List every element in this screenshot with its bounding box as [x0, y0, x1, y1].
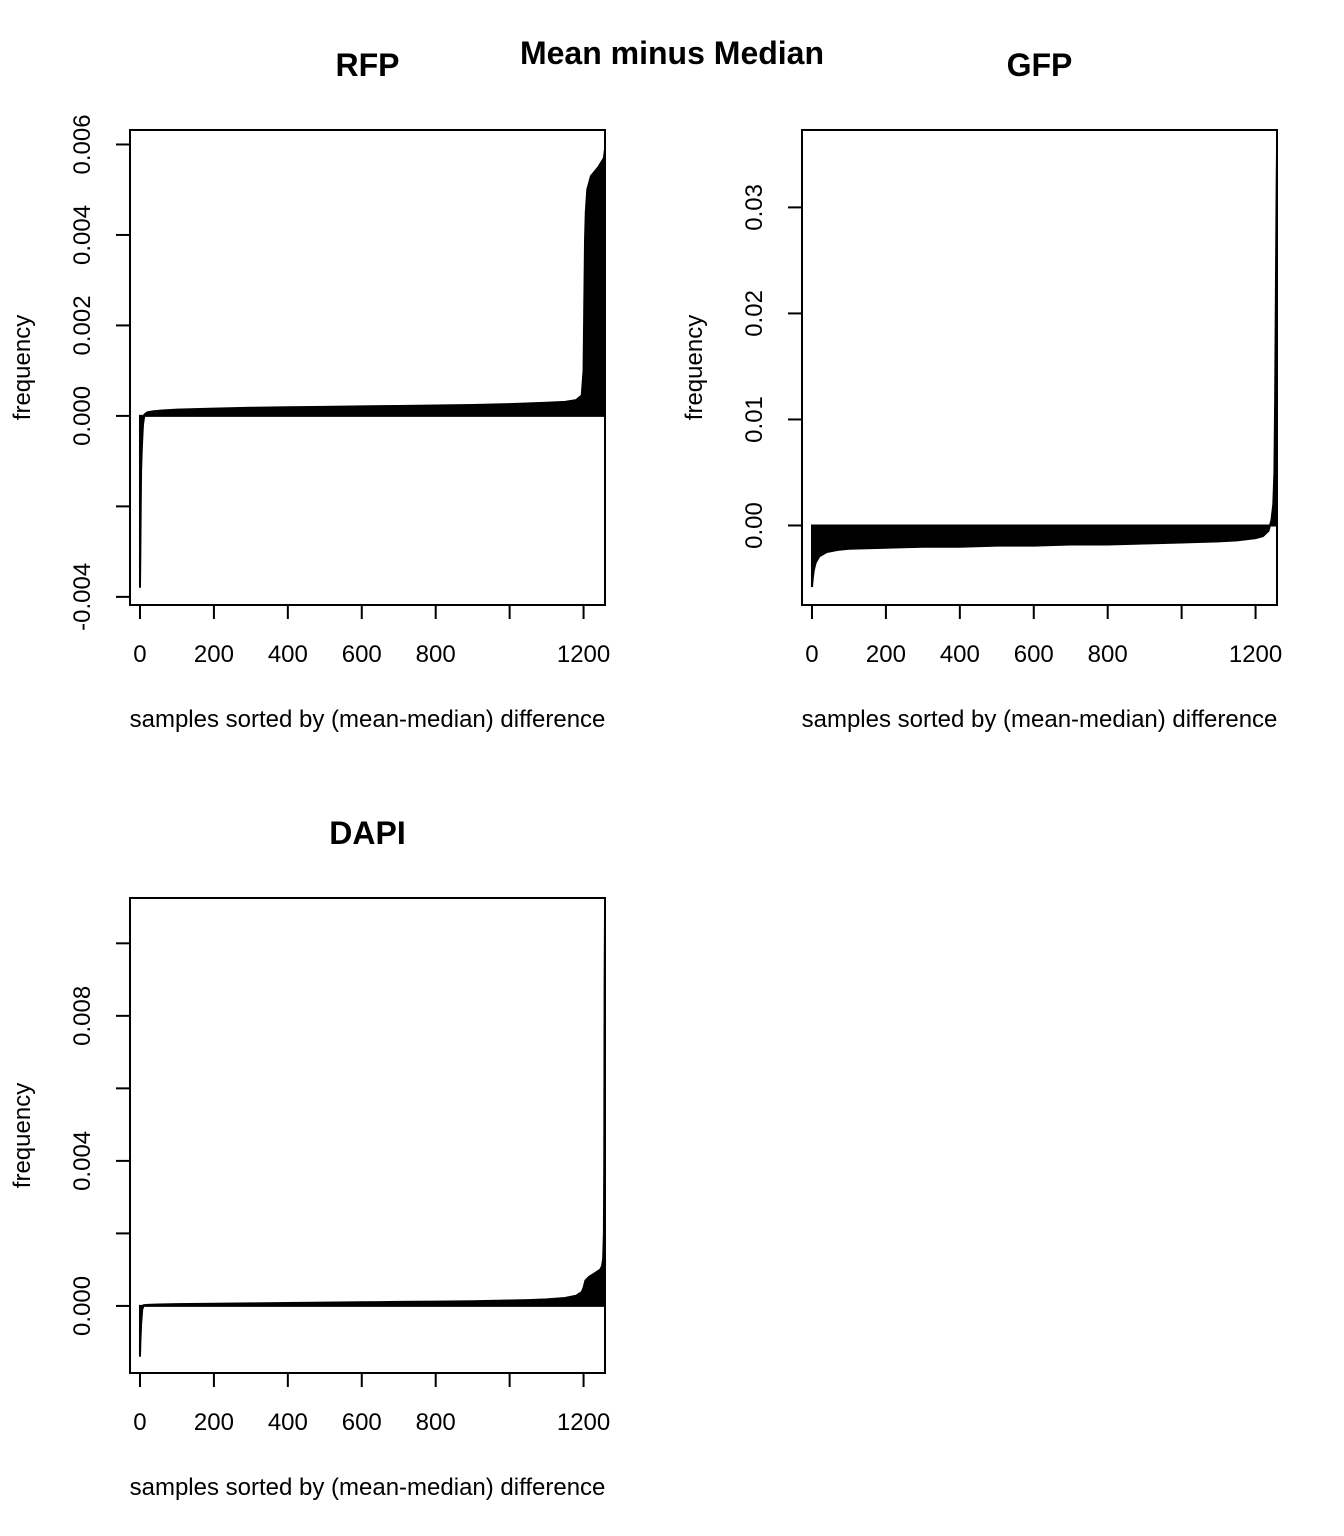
y-tick-label: 0.004: [69, 205, 96, 265]
data-series-area: [810, 149, 1278, 588]
y-tick-label: 0.004: [69, 1131, 96, 1191]
y-tick-label: 0.008: [69, 986, 96, 1046]
y-tick-label: -0.004: [69, 563, 96, 631]
panel-title: RFP: [336, 47, 400, 83]
y-axis-label: frequency: [9, 1083, 36, 1188]
y-tick-label: 0.006: [69, 114, 96, 174]
x-tick-label: 0: [805, 641, 818, 668]
x-tick-label: 200: [194, 641, 234, 668]
x-tick-label: 800: [416, 1409, 456, 1436]
chart-panel-gfp: GFP 0 200 400 600 800 1200 0.00 0.01 0.02 0.03 samp…: [681, 47, 1282, 733]
y-axis-label: frequency: [681, 315, 708, 420]
x-tick-label: 400: [268, 641, 308, 668]
y-tick-label: 0.03: [741, 184, 768, 231]
x-axis-label: samples sorted by (mean-median) differen…: [130, 706, 606, 733]
y-tick-label: 0.02: [741, 290, 768, 337]
x-tick-label: 800: [1088, 641, 1128, 668]
x-tick-label: 1200: [557, 1409, 610, 1436]
plot-frame: [129, 129, 606, 606]
x-tick-label: 600: [1014, 641, 1054, 668]
x-tick-label: 400: [268, 1409, 308, 1436]
y-tick-label: 0.00: [741, 502, 768, 549]
figure-title: Mean minus Median: [520, 35, 824, 71]
y-tick-label: 0.002: [69, 295, 96, 355]
x-axis-label: samples sorted by (mean-median) differen…: [130, 1474, 606, 1501]
x-tick-label: 200: [866, 641, 906, 668]
x-tick-label: 200: [194, 1409, 234, 1436]
x-tick-label: 800: [416, 641, 456, 668]
x-tick-label: 600: [342, 641, 382, 668]
data-series-area: [138, 914, 606, 1357]
x-tick-label: 0: [133, 641, 146, 668]
x-tick-label: 0: [133, 1409, 146, 1436]
x-tick-label: 400: [940, 641, 980, 668]
y-tick-label: 0.01: [741, 396, 768, 443]
chart-panel-dapi: DAPI 0 200 400 600 800 1200 0.000 0.004 0.008 samp…: [9, 815, 610, 1501]
x-tick-label: 1200: [557, 641, 610, 668]
data-series-area: [138, 148, 606, 588]
y-tick-label: 0.000: [69, 1276, 96, 1336]
x-axis-label: samples sorted by (mean-median) differen…: [802, 706, 1278, 733]
x-tick-label: 600: [342, 1409, 382, 1436]
y-axis-label: frequency: [9, 315, 36, 420]
panel-title: DAPI: [329, 815, 405, 851]
chart-panel-rfp: RFP 0 200 400 600 800 1200 -0.004 0.000 0.002 0.00…: [9, 47, 610, 733]
x-tick-label: 1200: [1229, 641, 1282, 668]
y-tick-label: 0.000: [69, 386, 96, 446]
panel-title: GFP: [1007, 47, 1073, 83]
